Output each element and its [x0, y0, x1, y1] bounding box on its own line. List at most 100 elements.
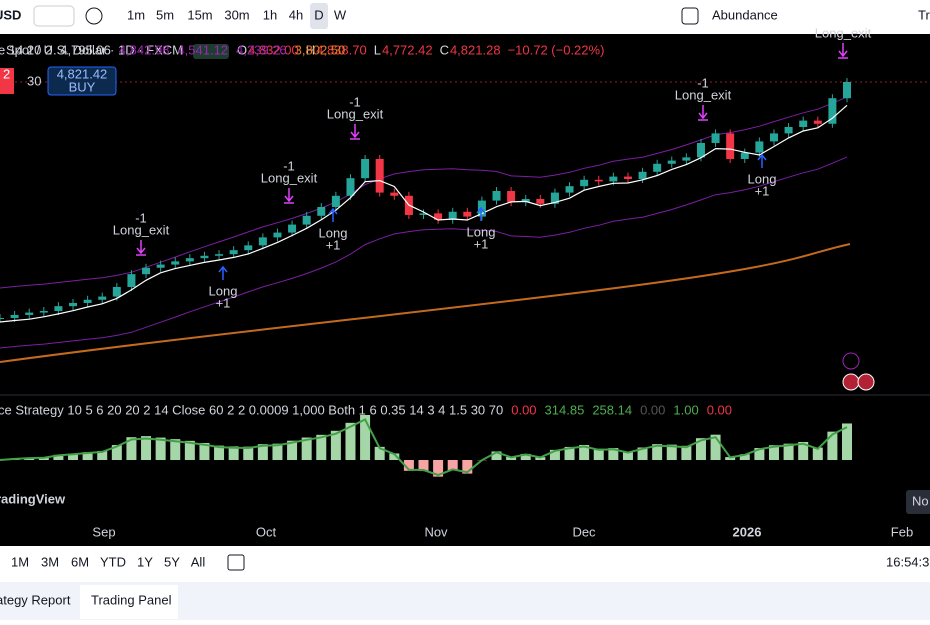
- strategy-name: ce Strategy 10 5 6 20 20 2 14 Close 60 2…: [0, 402, 503, 417]
- candle: [770, 133, 778, 141]
- buy[interactable]: BUY: [69, 79, 96, 94]
- time-label: Feb: [891, 524, 913, 539]
- range[interactable]: 3M: [41, 554, 59, 569]
- candle: [186, 258, 194, 261]
- range[interactable]: 6M: [71, 554, 89, 569]
- entry-count: +1: [755, 183, 770, 198]
- time-label: Oct: [256, 524, 277, 539]
- candle: [682, 157, 690, 160]
- candle: [98, 297, 106, 300]
- candle: [171, 261, 179, 264]
- logo: radingView: [0, 491, 66, 506]
- candle: [346, 178, 354, 196]
- candle: [624, 177, 632, 179]
- candle: [653, 164, 661, 172]
- strategy-value: 0.00: [707, 402, 732, 417]
- template[interactable]: Abundance: [712, 7, 778, 22]
- range[interactable]: 1Y: [137, 554, 153, 569]
- time-label: Sep: [92, 524, 115, 539]
- candle: [814, 121, 822, 124]
- qty: 30: [27, 73, 41, 88]
- tab[interactable]: ategy Report: [0, 592, 71, 607]
- change: −10.72 (−0.22%): [508, 42, 605, 57]
- symbol[interactable]: USD: [0, 7, 21, 22]
- candle: [0, 318, 4, 319]
- candle: [317, 207, 325, 216]
- candle: [390, 193, 398, 196]
- interval[interactable]: 30m: [224, 7, 249, 22]
- candle: [668, 161, 676, 164]
- candle: [785, 127, 793, 133]
- indicator-value: 4,541.12: [177, 42, 228, 57]
- candle: [259, 237, 267, 245]
- range[interactable]: 5Y: [164, 554, 180, 569]
- strategy-value: 1.00: [673, 402, 698, 417]
- strategy-value: 0.00: [640, 402, 665, 417]
- indicator-value: 4,239.26: [236, 42, 287, 57]
- exit-label: Long_exit: [327, 106, 384, 121]
- candle: [580, 180, 588, 186]
- range[interactable]: All: [191, 554, 206, 569]
- sell[interactable]: 2: [3, 66, 10, 81]
- candle: [11, 315, 19, 318]
- candle: [566, 186, 574, 192]
- candle: [273, 233, 281, 238]
- candle: [69, 303, 77, 306]
- interval[interactable]: D: [314, 7, 323, 22]
- indicator-value: 3,802.50: [295, 42, 346, 57]
- candle: [230, 250, 238, 254]
- candle: [697, 143, 705, 157]
- candle: [843, 82, 851, 98]
- interval[interactable]: 15m: [187, 7, 212, 22]
- candle: [799, 121, 807, 127]
- candle: [200, 256, 208, 258]
- candle: [288, 225, 296, 233]
- trade-button[interactable]: Tr: [918, 7, 930, 22]
- candle: [493, 191, 501, 201]
- candle: [712, 133, 720, 143]
- candle: [215, 254, 223, 256]
- entry-count: +1: [474, 236, 489, 251]
- candle: [303, 216, 311, 225]
- range[interactable]: YTD: [100, 554, 126, 569]
- indicator-value: 4,795.06: [60, 42, 111, 57]
- flag-icon[interactable]: [843, 374, 859, 390]
- tab[interactable]: Trading Panel: [91, 592, 172, 607]
- strategy-value: 314.85: [545, 402, 585, 417]
- flag-icon[interactable]: [858, 374, 874, 390]
- candle: [755, 141, 763, 152]
- candle: [25, 313, 33, 315]
- exit-label: Long_exit: [815, 25, 872, 40]
- no-label[interactable]: No: [912, 493, 929, 508]
- time-label: Dec: [572, 524, 596, 539]
- candle: [113, 287, 121, 297]
- candle: [639, 172, 647, 179]
- exit-label: Long_exit: [675, 87, 732, 102]
- clock: 16:54:3: [886, 554, 929, 569]
- candle: [157, 265, 165, 268]
- ohlc-value: 4,772.42: [382, 42, 433, 57]
- candle: [741, 153, 749, 159]
- candle: [507, 191, 515, 202]
- interval[interactable]: 5m: [156, 7, 174, 22]
- candle: [376, 159, 384, 193]
- range[interactable]: 1M: [11, 554, 29, 569]
- exit-label: Long_exit: [261, 170, 318, 185]
- ohlc-label: C: [440, 42, 449, 57]
- interval[interactable]: 4h: [289, 7, 303, 22]
- candle: [40, 311, 48, 313]
- ohlc-value: 4,821.28: [450, 42, 501, 57]
- exit-label: Long_exit: [113, 222, 170, 237]
- interval[interactable]: W: [334, 7, 347, 22]
- interval[interactable]: 1h: [263, 7, 277, 22]
- candle: [54, 306, 62, 311]
- candle: [244, 245, 252, 250]
- interval[interactable]: 1m: [127, 7, 145, 22]
- candle: [595, 180, 603, 182]
- strategy-value: 0.00: [511, 402, 536, 417]
- candle: [726, 133, 734, 159]
- candle: [536, 199, 544, 204]
- candle: [142, 268, 150, 274]
